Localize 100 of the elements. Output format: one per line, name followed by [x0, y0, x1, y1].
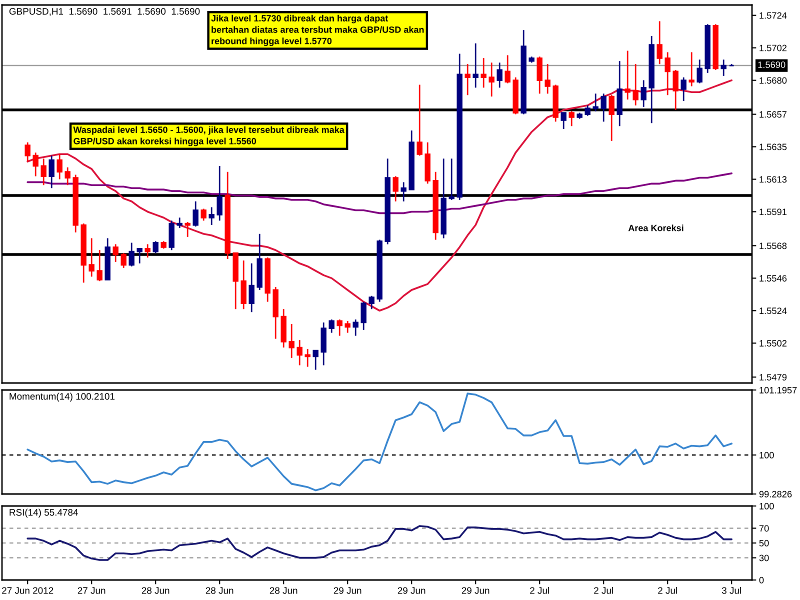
- candlestick: [704, 24, 710, 74]
- candlestick: [200, 208, 206, 222]
- y-tick-label: 1.5702: [760, 44, 787, 52]
- line-series: [26, 525, 733, 561]
- candlestick: [216, 165, 222, 222]
- candlestick: [456, 53, 462, 201]
- candlestick: [608, 94, 614, 142]
- candlestick: [544, 63, 550, 94]
- candlestick: [584, 104, 590, 116]
- y-tick-label: 1.5524: [760, 308, 787, 314]
- candlestick: [680, 76, 686, 102]
- candlestick: [576, 112, 582, 120]
- annotation: Area Koreksi: [628, 224, 684, 232]
- candlestick: [336, 318, 342, 336]
- candlestick: [352, 318, 358, 336]
- candlestick: [416, 84, 422, 156]
- y-tick-label: 70: [759, 525, 769, 532]
- y-tick-label: 1.5680: [760, 77, 787, 84]
- candlestick: [136, 248, 142, 264]
- candlestick: [112, 244, 118, 263]
- x-tick-label: 3 Jul: [722, 586, 741, 594]
- candlestick: [56, 153, 62, 180]
- candlestick: [624, 50, 630, 100]
- candlestick: [488, 62, 494, 98]
- candlestick: [296, 339, 302, 366]
- y-tick-label: 99.2826: [759, 490, 792, 498]
- candlestick: [552, 84, 558, 122]
- candlestick: [384, 158, 390, 245]
- candlestick: [312, 350, 318, 370]
- candlestick: [672, 69, 678, 111]
- candlestick: [448, 158, 454, 201]
- candlestick: [88, 238, 94, 278]
- candlestick: [320, 322, 326, 366]
- candlestick: [128, 242, 134, 268]
- candlestick: [168, 220, 174, 251]
- candlestick: [40, 158, 46, 186]
- candlestick: [176, 216, 182, 229]
- y-tick-label: 1.5657: [760, 111, 787, 118]
- line-series: [26, 172, 733, 214]
- x-tick-label: 2 Jul: [658, 586, 677, 594]
- y-tick-label: 1.5591: [760, 208, 787, 216]
- chart-title: RSI(14) 55.4784: [10, 508, 78, 518]
- candlestick: [344, 320, 350, 334]
- candlestick: [432, 171, 438, 240]
- candlestick: [632, 63, 638, 106]
- x-tick-label: 28 Jun: [206, 587, 234, 594]
- candlestick: [728, 63, 734, 66]
- candlestick: [408, 130, 414, 190]
- candlestick: [192, 200, 198, 228]
- y-tick-label: 1.5724: [760, 12, 787, 19]
- candlestick: [248, 262, 254, 313]
- candlestick: [592, 92, 598, 112]
- candlestick: [120, 252, 126, 269]
- candlestick: [96, 249, 102, 282]
- candlestick: [400, 181, 406, 202]
- x-tick-label: 28 Jun: [142, 587, 170, 594]
- candlestick: [528, 56, 534, 64]
- candlestick: [440, 158, 446, 239]
- chart-title: Momentum(14) 100.2101: [10, 392, 115, 402]
- candlestick: [232, 252, 238, 310]
- candlestick: [280, 308, 286, 348]
- y-tick-label: 101.1957: [760, 386, 797, 394]
- candlestick: [264, 256, 270, 302]
- candlestick: [288, 323, 294, 359]
- chart-title: GBPUSD,H1 1.5690 1.5691 1.5690 1.5690: [9, 8, 200, 16]
- candlestick: [272, 286, 278, 340]
- candlestick: [368, 295, 374, 310]
- y-tick-label: 1.5502: [760, 340, 787, 347]
- candlestick: [304, 348, 310, 368]
- candlestick: [80, 222, 86, 284]
- candlestick: [424, 142, 430, 184]
- candlestick: [520, 29, 526, 115]
- y-tick-label: 100: [760, 452, 774, 458]
- candlestick: [208, 206, 214, 226]
- x-tick-label: 29 Jun: [334, 587, 362, 594]
- candlestick: [688, 52, 694, 87]
- y-tick-label: 1.5613: [760, 176, 787, 183]
- candlestick: [64, 166, 70, 186]
- candlestick: [560, 112, 566, 130]
- x-tick-label: 27 Jun: [78, 587, 106, 594]
- candlestick: [496, 62, 502, 88]
- y-tick-label: 1.5479: [760, 374, 787, 381]
- candlestick: [328, 318, 334, 334]
- annotation: Waspadai level 1.5650 - 1.5600, jika level tersebut dibreak maka GBP/USD akan koreksi hingga level 1.5560: [73, 126, 344, 146]
- x-tick-label: 29 Jun: [462, 587, 490, 594]
- candlestick: [48, 154, 54, 189]
- x-tick-label: 29 Jun: [398, 587, 426, 594]
- candlestick: [504, 54, 510, 84]
- y-tick-label: 1.5568: [760, 242, 787, 250]
- candlestick: [104, 238, 110, 280]
- candlestick: [616, 60, 622, 127]
- x-tick-label: 2 Jul: [530, 586, 549, 594]
- candlestick: [240, 260, 246, 310]
- candlestick: [512, 76, 518, 115]
- candlestick: [696, 58, 702, 84]
- x-tick-label: 2 Jul: [594, 586, 613, 594]
- y-tick-label: 30: [759, 554, 769, 562]
- candlestick: [144, 244, 150, 258]
- candlestick: [152, 240, 158, 254]
- x-tick-label: 28 Jun: [270, 587, 298, 594]
